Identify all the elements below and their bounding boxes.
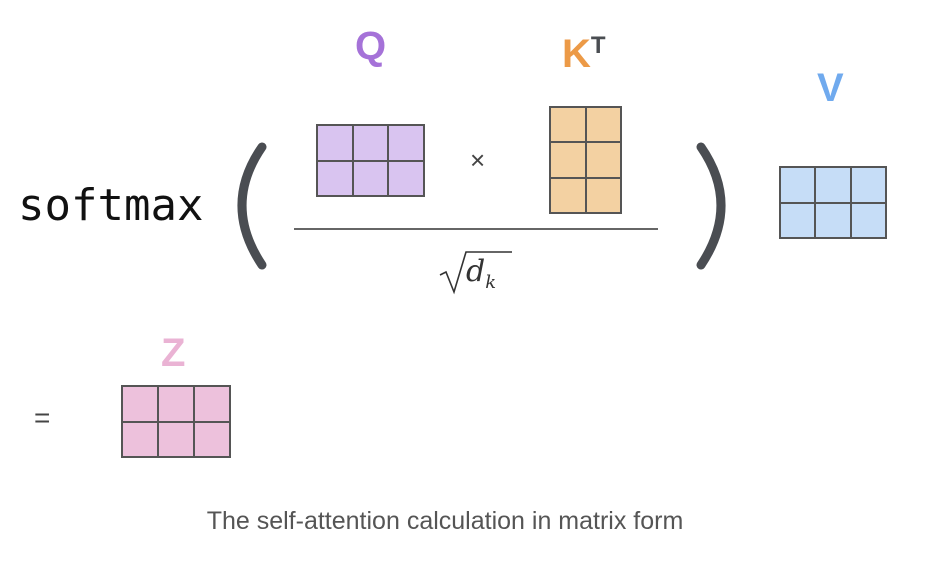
radical-sign: [439, 251, 512, 295]
k-matrix-cell: [550, 142, 586, 178]
v-matrix-cell: [850, 202, 886, 238]
q-matrix: [316, 124, 425, 197]
z-matrix-cell: [194, 421, 230, 457]
k-label: KT: [562, 26, 606, 74]
z-matrix-cell: [158, 386, 194, 422]
v-matrix-cell: [815, 202, 851, 238]
right-parenthesis: [696, 142, 726, 270]
q-matrix-cell: [388, 125, 424, 161]
denominator-dk: dk: [466, 254, 496, 293]
q-matrix-cell: [317, 125, 353, 161]
v-matrix-cell: [780, 167, 816, 203]
q-matrix-cell: [352, 160, 389, 196]
k-transpose-matrix: [549, 106, 622, 214]
softmax-label: softmax: [18, 180, 204, 231]
caption: The self-attention calculation in matrix…: [206, 507, 684, 535]
multiply-operator: ×: [470, 145, 486, 175]
transpose-superscript: T: [590, 32, 606, 59]
v-matrix-cell: [850, 167, 886, 203]
z-matrix: [121, 385, 231, 458]
z-matrix-cell: [194, 386, 230, 422]
q-matrix-cell: [317, 160, 353, 196]
equals-operator: =: [34, 402, 51, 433]
d-symbol: d: [466, 254, 486, 289]
q-matrix-cell: [352, 125, 389, 161]
v-label: V: [817, 66, 844, 110]
v-matrix-cell: [815, 167, 851, 203]
k-matrix-cell: [585, 142, 621, 178]
v-matrix-cell: [780, 202, 816, 238]
k-matrix-cell: [585, 177, 621, 213]
z-matrix-cell: [158, 421, 194, 457]
z-label: Z: [161, 331, 186, 375]
k-matrix-cell: [550, 107, 586, 143]
k-letter: K: [562, 32, 591, 76]
k-matrix-cell: [585, 107, 621, 143]
q-label: Q: [355, 24, 387, 68]
k-matrix-cell: [550, 177, 586, 213]
left-parenthesis: [237, 142, 267, 270]
k-subscript: k: [485, 272, 497, 293]
v-matrix: [779, 166, 887, 239]
z-matrix-cell: [122, 386, 158, 422]
q-matrix-cell: [388, 160, 424, 196]
z-matrix-cell: [122, 421, 158, 457]
